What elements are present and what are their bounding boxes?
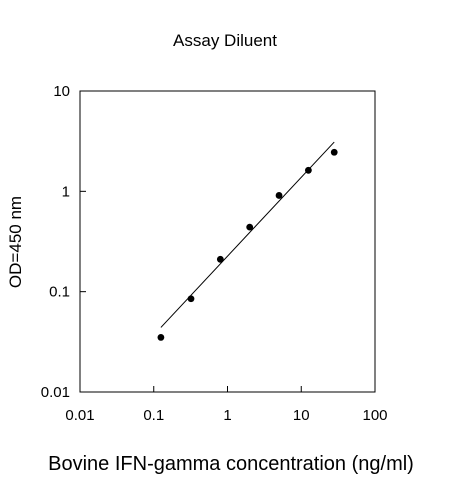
y-axis-label: OD=450 nm bbox=[6, 196, 25, 288]
x-axis-ticks: 0.01 0.1 1 10 100 bbox=[65, 386, 388, 424]
chart-title: Assay Diluent bbox=[173, 31, 277, 50]
x-tick-label: 1 bbox=[223, 407, 231, 424]
x-axis-label: Bovine IFN-gamma concentration (ng/ml) bbox=[48, 453, 414, 475]
x-tick-label: 0.01 bbox=[65, 407, 94, 424]
data-point bbox=[216, 255, 224, 263]
data-point bbox=[246, 223, 254, 231]
y-tick-label: 1 bbox=[62, 183, 70, 200]
x-tick-label: 0.1 bbox=[143, 407, 164, 424]
data-point bbox=[304, 166, 312, 174]
data-points-layer bbox=[157, 148, 338, 341]
y-axis-ticks: 0.01 0.1 1 10 bbox=[41, 83, 86, 401]
x-tick-label: 10 bbox=[293, 407, 310, 424]
plot-border bbox=[79, 90, 376, 393]
y-tick-label: 0.01 bbox=[41, 384, 70, 401]
y-tick-label: 10 bbox=[53, 83, 70, 100]
plot-frame bbox=[79, 90, 376, 393]
x-tick-label: 100 bbox=[362, 407, 387, 424]
y-tick-label: 0.1 bbox=[49, 284, 70, 301]
data-point bbox=[187, 295, 195, 303]
data-point bbox=[275, 192, 283, 199]
data-point bbox=[330, 148, 338, 156]
data-point bbox=[157, 334, 165, 341]
